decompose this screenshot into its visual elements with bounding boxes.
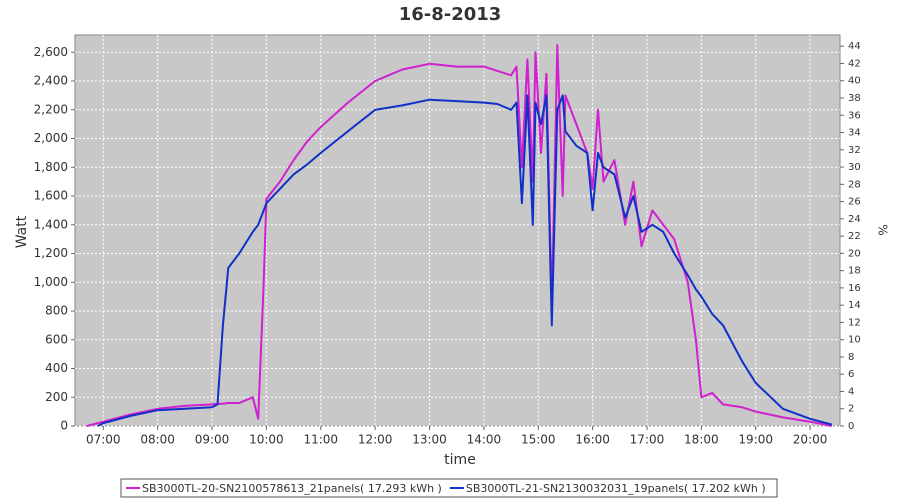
y-tick-label: 2,400 (34, 74, 68, 88)
y2-tick-label: 24 (848, 214, 861, 225)
y2-tick-label: 36 (848, 110, 861, 121)
y2-tick-label: 0 (848, 421, 854, 432)
x-axis-label: time (444, 452, 476, 468)
series-line (86, 44, 832, 427)
y2-tick-label: 6 (848, 369, 854, 380)
series-line (97, 94, 833, 427)
y-tick-label: 2,200 (34, 102, 68, 116)
y-tick-label: 1,400 (34, 217, 68, 231)
chart-title: 16-8-2013 (399, 4, 502, 25)
x-tick-label: 18:00 (684, 433, 719, 447)
y-tick-label: 2,600 (34, 45, 68, 59)
y2-tick-label: 10 (848, 335, 861, 346)
y-tick-label: 1,600 (34, 189, 68, 203)
y2-tick-label: 16 (848, 283, 861, 294)
legend-label: SB3000TL-21-SN2130032031_19panels( 17.20… (466, 482, 766, 495)
x-tick-label: 12:00 (358, 433, 393, 447)
y2-tick-label: 38 (848, 93, 861, 104)
y-tick-label: 1,200 (34, 246, 68, 260)
x-tick-label: 20:00 (793, 433, 828, 447)
y2-tick-label: 26 (848, 197, 861, 208)
y2-tick-label: 4 (848, 386, 854, 397)
y-tick-label: 800 (45, 304, 68, 318)
x-tick-label: 16:00 (575, 433, 610, 447)
y-tick-label: 1,000 (34, 275, 68, 289)
y2-tick-label: 28 (848, 179, 861, 190)
y-axis-label: Watt (14, 215, 30, 248)
plot-area (74, 34, 841, 427)
y2-tick-label: 30 (848, 162, 861, 173)
y2-tick-label: 42 (848, 58, 861, 69)
y-tick-label: 400 (45, 361, 68, 375)
y2-tick-label: 22 (848, 231, 861, 242)
legend-label: SB3000TL-20-SN2100578613_21panels( 17.29… (142, 482, 442, 495)
x-tick-label: 10:00 (249, 433, 284, 447)
y2-tick-label: 2 (848, 404, 854, 415)
y-tick-label: 0 (60, 419, 68, 433)
y2-tick-label: 34 (848, 128, 861, 139)
y2-tick-label: 8 (848, 352, 854, 363)
x-tick-label: 15:00 (521, 433, 556, 447)
y-tick-label: 2,000 (34, 131, 68, 145)
x-tick-label: 08:00 (140, 433, 175, 447)
x-tick-label: 07:00 (86, 433, 121, 447)
y-tick-label: 200 (45, 390, 68, 404)
x-tick-label: 13:00 (412, 433, 447, 447)
legend (120, 478, 778, 498)
x-tick-label: 14:00 (467, 433, 502, 447)
x-tick-label: 11:00 (303, 433, 338, 447)
x-tick-label: 09:00 (195, 433, 230, 447)
y2-tick-label: 12 (848, 317, 861, 328)
y2-tick-label: 14 (848, 300, 861, 311)
y-tick-label: 1,800 (34, 160, 68, 174)
y2-tick-label: 44 (848, 41, 861, 52)
y-tick-label: 600 (45, 332, 68, 346)
y2-axis-label: % (876, 224, 890, 235)
y2-tick-label: 18 (848, 266, 861, 277)
y2-tick-label: 20 (848, 248, 861, 259)
x-tick-label: 19:00 (738, 433, 773, 447)
y2-tick-label: 32 (848, 145, 861, 156)
y2-tick-label: 40 (848, 76, 861, 87)
x-tick-label: 17:00 (630, 433, 665, 447)
